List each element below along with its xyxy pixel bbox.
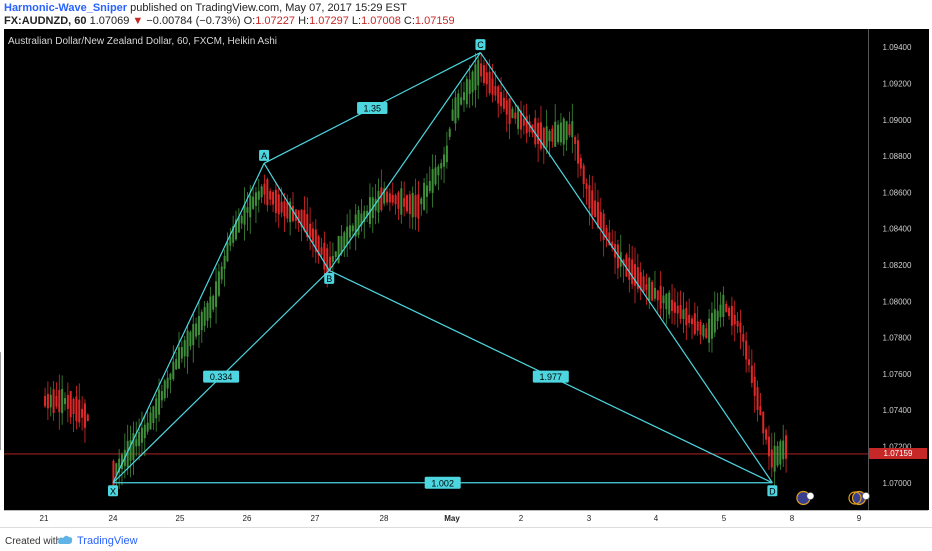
- high-label: H:: [298, 15, 310, 27]
- published-text: published on TradingView.com, May 07, 20…: [130, 2, 407, 14]
- high-value: 1.07297: [309, 15, 349, 27]
- footer: Created with TradingView: [0, 527, 932, 551]
- chart-plot-area[interactable]: [4, 29, 868, 510]
- price-axis[interactable]: [868, 29, 929, 510]
- low-label: L:: [351, 15, 362, 27]
- down-arrow-icon: ▼: [132, 15, 144, 27]
- last-price: 1.07069: [89, 15, 130, 27]
- close-label: C:: [403, 15, 415, 27]
- publisher-line: Harmonic-Wave_Sniper published on Tradin…: [4, 2, 407, 14]
- change-value: −0.00784 (−0.73%): [146, 15, 241, 27]
- author-link[interactable]: Harmonic-Wave_Sniper: [4, 2, 128, 14]
- open-value: 1.07227: [255, 15, 295, 27]
- time-axis[interactable]: [4, 510, 928, 525]
- created-with-text: Created with: [5, 536, 62, 547]
- low-value: 1.07008: [361, 15, 401, 27]
- chart-header: Harmonic-Wave_Sniper published on Tradin…: [0, 0, 932, 28]
- tradingview-brand-link[interactable]: TradingView: [77, 535, 138, 547]
- last-price-tag: 1.07159: [869, 448, 927, 460]
- tradingview-logo-icon: [58, 535, 73, 544]
- close-value: 1.07159: [414, 15, 455, 27]
- symbol-label: FX:AUDNZD, 60: [4, 15, 87, 27]
- chart-title: Australian Dollar/New Zealand Dollar, 60…: [8, 36, 277, 47]
- quote-line: FX:AUDNZD, 60 1.07069 ▼ −0.00784 (−0.73%…: [4, 15, 455, 27]
- open-label: O:: [243, 15, 256, 27]
